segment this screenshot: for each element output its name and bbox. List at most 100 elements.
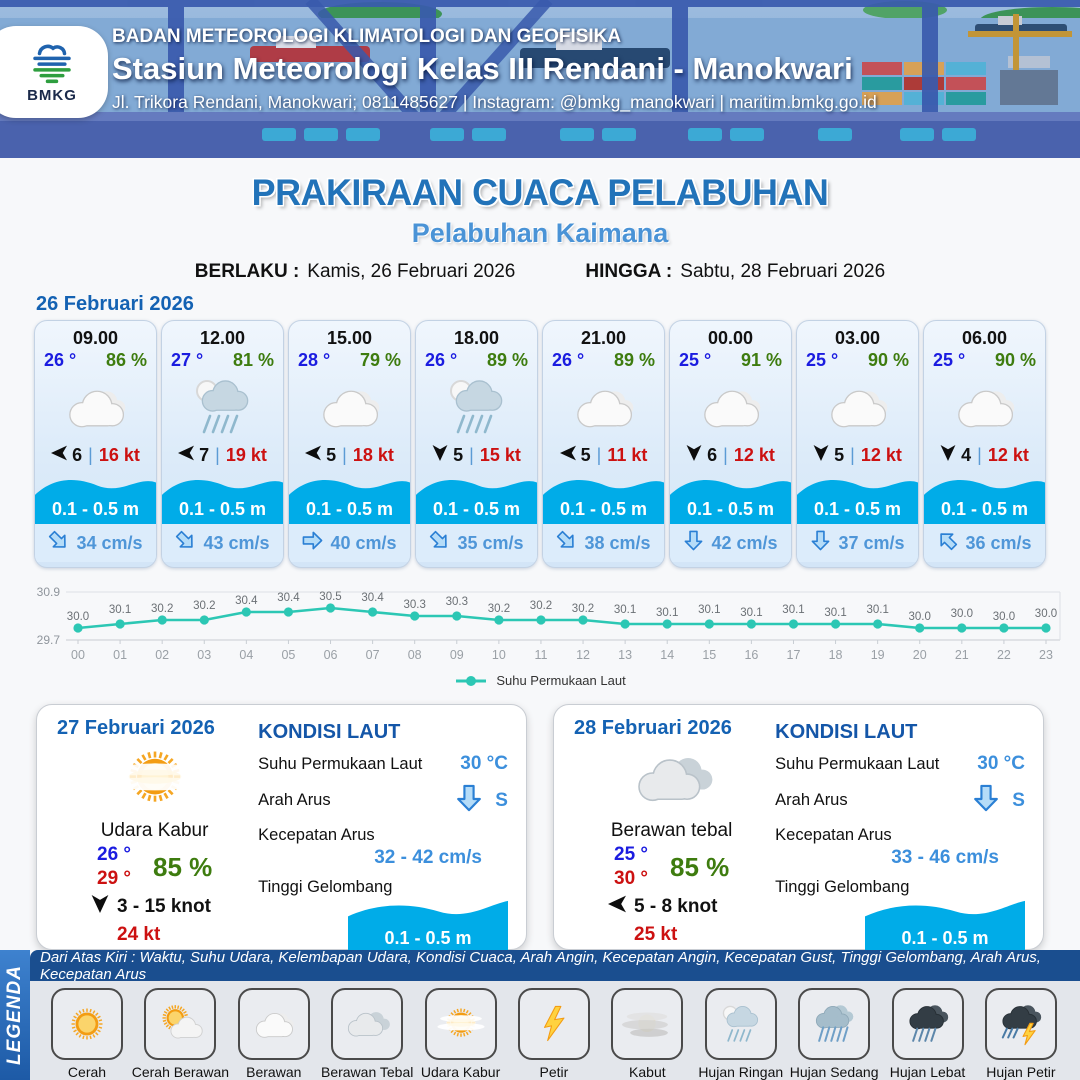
current-direction-icon <box>972 784 1000 817</box>
humidity: 89 % <box>613 350 655 370</box>
current-row: 42 cm/s <box>670 524 791 562</box>
hourly-card-12.00: 12.00 27 ° 81 % 7 | 19 kt 0.1 - 0.5 m 43… <box>161 320 284 568</box>
svg-text:30.1: 30.1 <box>698 604 720 616</box>
legend-item-cerah-berawan: Cerah Berawan <box>132 988 229 1080</box>
hingga-label: HINGGA : <box>585 261 673 282</box>
port-name: Pelabuhan Kaimana <box>411 218 669 248</box>
sst-chart-section: 30.9 29.7 00 01 02 03 04 05 06 07 08 09 10 11 12 13 14 15… <box>0 578 1080 688</box>
legend-items-row: Cerah Cerah Berawan Berawan Berawan Teba… <box>30 981 1080 1080</box>
daily-wave-height: 0.1 - 0.5 m <box>901 928 989 948</box>
humidity: 91 % <box>740 350 782 370</box>
legend-item-petir: Petir <box>511 988 597 1080</box>
svg-text:30.0: 30.0 <box>993 611 1015 623</box>
svg-text:11: 11 <box>534 648 547 662</box>
air-temperature: 26 ° <box>552 350 585 370</box>
svg-text:20: 20 <box>913 648 927 662</box>
ship-shapes <box>250 16 1067 68</box>
current-direction-icon <box>302 530 323 556</box>
wind-row: 5 | 12 kt <box>797 440 918 470</box>
separator: | <box>342 444 347 465</box>
svg-text:30.1: 30.1 <box>614 604 636 616</box>
svg-text:22: 22 <box>997 648 1011 662</box>
wind-speed: 6 <box>72 444 83 465</box>
gust-speed: 12 kt <box>860 444 902 465</box>
daily-cards-row: 27 Februari 2026 Udara Kabur 26 ° 29 ° 8… <box>0 704 1080 955</box>
hourly-time: 21.00 <box>580 328 627 348</box>
hourly-time: 09.00 <box>72 328 119 348</box>
humidity: 90 % <box>867 350 909 370</box>
berawan-icon <box>237 988 310 1060</box>
wind-direction-icon <box>51 444 68 467</box>
current-speed-value: 32 - 42 cm/s <box>374 847 482 868</box>
wind-speed: 6 <box>707 444 718 465</box>
petir-icon <box>517 988 590 1060</box>
svg-text:23: 23 <box>1039 648 1053 662</box>
current-row: 34 cm/s <box>35 524 156 562</box>
svg-text:30.4: 30.4 <box>277 592 300 604</box>
hourly-card-00.00: 00.00 25 ° 91 % 6 | 12 kt 0.1 - 0.5 m 42… <box>669 320 792 568</box>
wind-row: 5 | 18 kt <box>289 440 410 470</box>
svg-text:30.3: 30.3 <box>404 599 426 611</box>
wave-band: 0.1 - 0.5 m <box>416 470 537 524</box>
gust-speed: 15 kt <box>479 444 521 465</box>
svg-text:01: 01 <box>113 648 127 662</box>
current-speed-label: Kecepatan Arus <box>258 826 375 844</box>
current-speed-label: Kecepatan Arus <box>775 826 892 844</box>
weather-berawan-icon <box>670 374 791 440</box>
wind-row: 4 | 12 kt <box>924 440 1045 470</box>
current-row: 35 cm/s <box>416 524 537 562</box>
hourly-time: 03.00 <box>834 328 881 348</box>
hujan-petir-icon <box>984 988 1057 1060</box>
current-speed: 37 cm/s <box>838 532 905 553</box>
legend-item-label: Udara Kabur <box>420 1064 501 1080</box>
contact-line: Jl. Trikora Rendani, Manokwari; 08114856… <box>112 92 877 112</box>
gust-speed: 12 kt <box>987 444 1029 465</box>
wind-direction-icon <box>305 444 322 467</box>
svg-text:05: 05 <box>281 648 295 662</box>
legend-item-label: Kabut <box>629 1064 666 1080</box>
current-speed-value: 33 - 46 cm/s <box>891 847 999 868</box>
wave-band: 0.1 - 0.5 m <box>670 470 791 524</box>
daily-gust: 25 kt <box>634 924 678 945</box>
wave-height: 0.1 - 0.5 m <box>432 499 521 519</box>
hingga-value: Sabtu, 28 Februari 2026 <box>680 261 886 282</box>
svg-text:03: 03 <box>197 648 211 662</box>
current-speed: 38 cm/s <box>584 532 651 553</box>
svg-text:30.0: 30.0 <box>67 611 89 623</box>
legend-item-label: Berawan Tebal <box>320 1064 414 1080</box>
svg-text:00: 00 <box>71 648 85 662</box>
berlaku-value: Kamis, 26 Februari 2026 <box>307 261 516 282</box>
air-temperature: 28 ° <box>298 350 331 370</box>
current-direction-icon <box>455 784 483 817</box>
wind-direction-icon <box>91 894 109 920</box>
gust-speed: 16 kt <box>98 444 140 465</box>
separator: | <box>977 444 982 465</box>
daily-humidity: 85 % <box>670 851 730 882</box>
hourly-cards-row: 09.00 26 ° 86 % 6 | 16 kt 0.1 - 0.5 m 34… <box>0 320 1080 568</box>
wind-row: 5 | 11 kt <box>543 440 664 470</box>
air-temperature: 27 ° <box>171 350 204 370</box>
hourly-time: 18.00 <box>453 328 500 348</box>
svg-text:30.2: 30.2 <box>488 603 510 615</box>
humidity: 90 % <box>994 350 1036 370</box>
svg-text:30.0: 30.0 <box>951 608 973 620</box>
wave-height: 0.1 - 0.5 m <box>51 499 140 519</box>
current-speed: 36 cm/s <box>965 532 1032 553</box>
legend-strip: LEGENDA <box>0 950 30 1080</box>
legend-section: LEGENDA Dari Atas Kiri : Waktu, Suhu Uda… <box>0 949 1080 1080</box>
wind-row: 6 | 16 kt <box>35 440 156 470</box>
weather-udara-kabur-icon <box>57 740 252 818</box>
svg-text:12: 12 <box>576 648 590 662</box>
legend-item-label: Hujan Ringan <box>698 1064 784 1080</box>
weather-condition: Berawan tebal <box>610 820 733 841</box>
hourly-card-06.00: 06.00 25 ° 90 % 4 | 12 kt 0.1 - 0.5 m 36… <box>923 320 1046 568</box>
seat-row <box>262 128 976 141</box>
separator: | <box>215 444 220 465</box>
wave-height: 0.1 - 0.5 m <box>559 499 648 519</box>
bmkg-logo: BMKG <box>0 26 108 118</box>
current-direction-label: Arah Arus <box>258 791 331 809</box>
svg-text:16: 16 <box>744 648 758 662</box>
svg-text:19: 19 <box>871 648 885 662</box>
humidity: 79 % <box>359 350 401 370</box>
air-temperature: 25 ° <box>806 350 839 370</box>
